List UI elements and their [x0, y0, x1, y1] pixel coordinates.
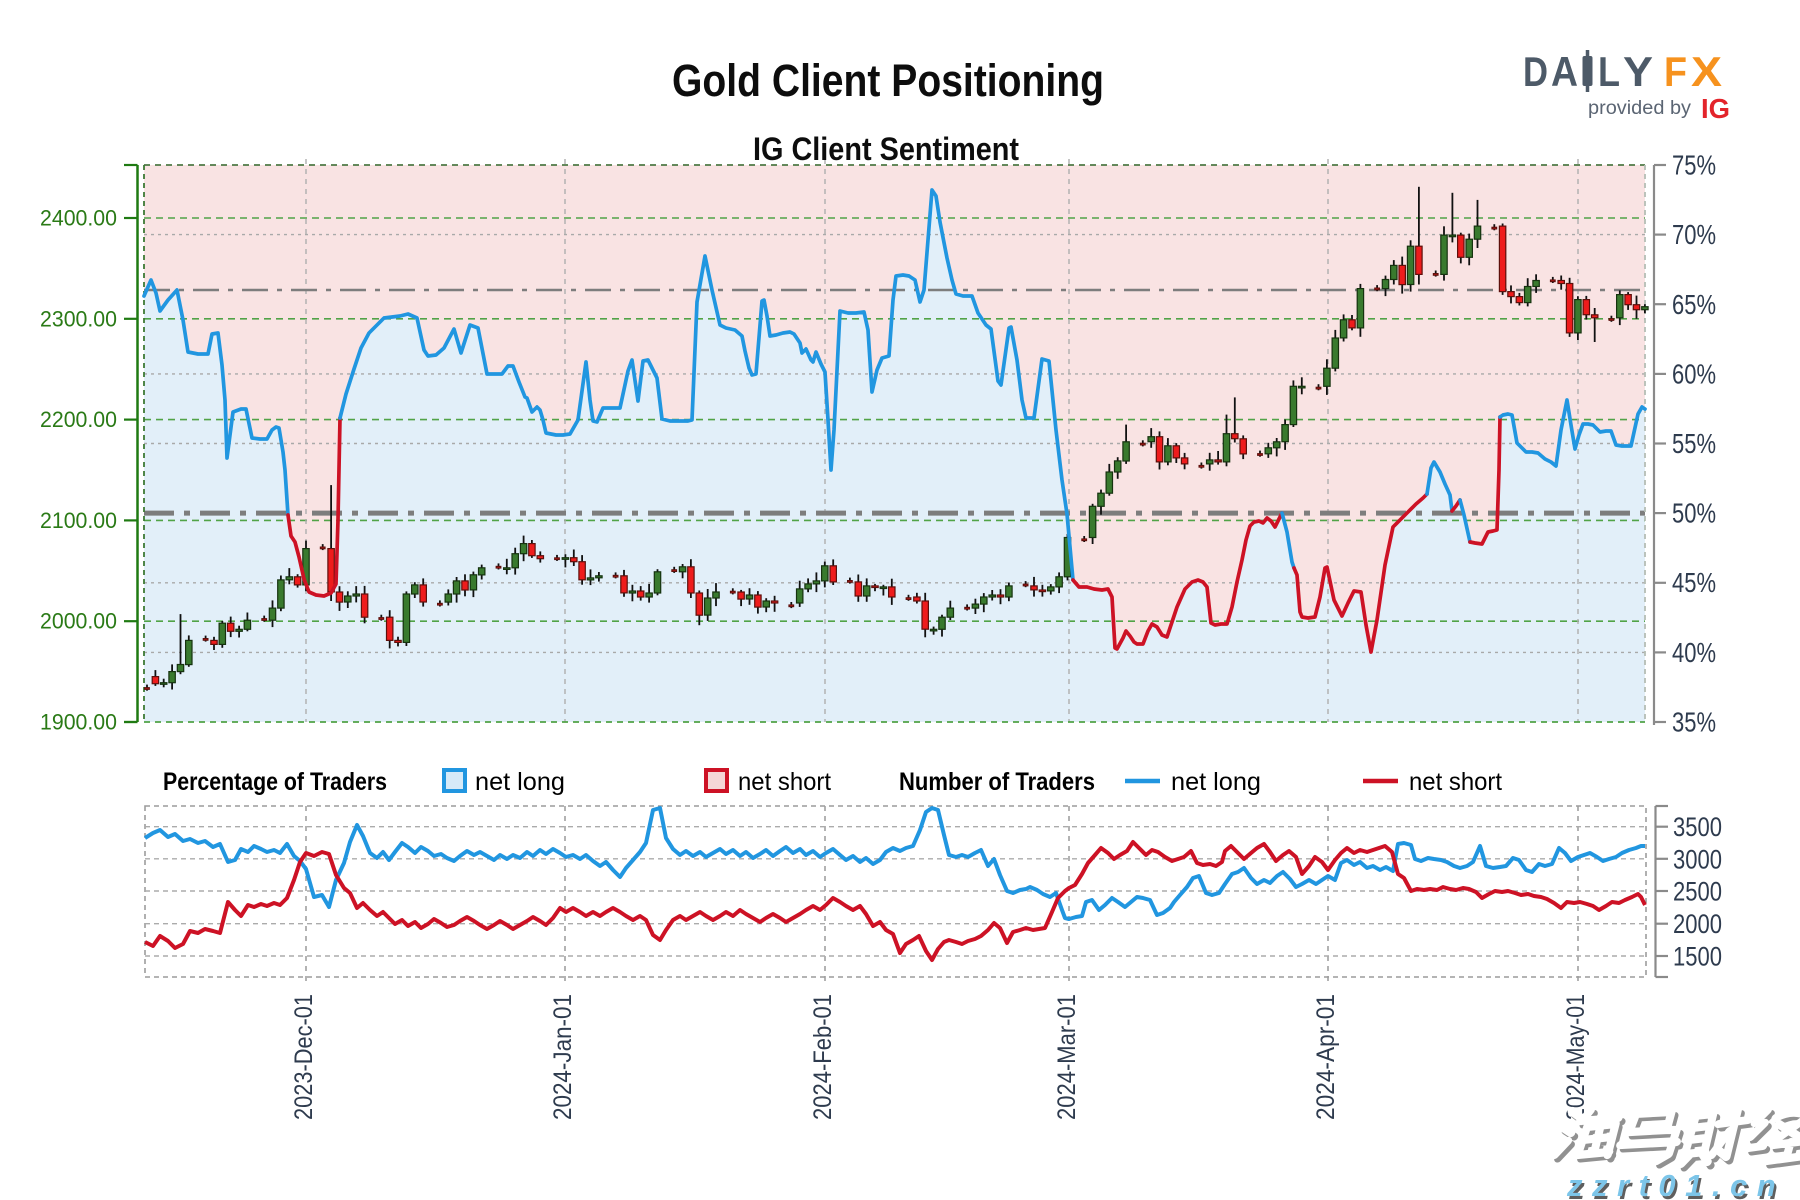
svg-text:1500: 1500 [1673, 942, 1722, 972]
svg-text:A: A [1551, 48, 1578, 95]
svg-text:net short: net short [1409, 768, 1502, 796]
svg-text:2400.00: 2400.00 [40, 206, 117, 231]
svg-text:55%: 55% [1672, 428, 1716, 459]
svg-text:Y: Y [1623, 48, 1653, 95]
svg-text:D: D [1523, 48, 1548, 95]
svg-text:2024-Apr-01: 2024-Apr-01 [1312, 994, 1340, 1120]
svg-text:40%: 40% [1672, 637, 1716, 668]
svg-text:2200.00: 2200.00 [40, 407, 117, 432]
svg-text:2100.00: 2100.00 [40, 508, 117, 533]
svg-text:1900.00: 1900.00 [40, 710, 117, 735]
svg-text:65%: 65% [1672, 289, 1716, 320]
svg-text:75%: 75% [1672, 150, 1716, 181]
svg-text:net long: net long [475, 768, 565, 796]
svg-text:net short: net short [738, 768, 831, 796]
svg-text:L: L [1598, 48, 1620, 95]
svg-text:2500: 2500 [1673, 877, 1722, 907]
svg-text:Percentage of Traders: Percentage of Traders [163, 768, 387, 796]
svg-text:70%: 70% [1672, 219, 1716, 250]
svg-text:IG Client Sentiment: IG Client Sentiment [753, 131, 1019, 167]
svg-text:F: F [1664, 48, 1687, 95]
svg-text:Number of Traders: Number of Traders [899, 768, 1095, 796]
svg-text:zzrt01.cn: zzrt01.cn [1566, 1168, 1785, 1200]
svg-text:45%: 45% [1672, 567, 1716, 598]
svg-text:2024-Jan-01: 2024-Jan-01 [549, 994, 577, 1120]
svg-text:60%: 60% [1672, 358, 1716, 389]
svg-text:Gold Client Positioning: Gold Client Positioning [672, 55, 1104, 106]
svg-text:2023-Dec-01: 2023-Dec-01 [290, 994, 318, 1120]
svg-text:2300.00: 2300.00 [40, 306, 117, 331]
svg-text:3500: 3500 [1673, 812, 1722, 842]
svg-text:35%: 35% [1672, 707, 1716, 738]
svg-text:2024-May-01: 2024-May-01 [1562, 994, 1590, 1120]
svg-text:2000.00: 2000.00 [40, 609, 117, 634]
svg-text:zzrt01.cn: zzrt01.cn [1568, 1171, 1787, 1200]
svg-text:X: X [1691, 48, 1722, 95]
svg-text:net long: net long [1171, 768, 1261, 796]
svg-text:IG: IG [1701, 93, 1730, 124]
svg-text:2000: 2000 [1673, 909, 1722, 939]
svg-text:50%: 50% [1672, 498, 1716, 529]
svg-text:3000: 3000 [1673, 844, 1722, 874]
svg-text:provided by: provided by [1588, 98, 1692, 119]
svg-text:2024-Mar-01: 2024-Mar-01 [1053, 994, 1081, 1120]
svg-text:2024-Feb-01: 2024-Feb-01 [809, 994, 837, 1120]
